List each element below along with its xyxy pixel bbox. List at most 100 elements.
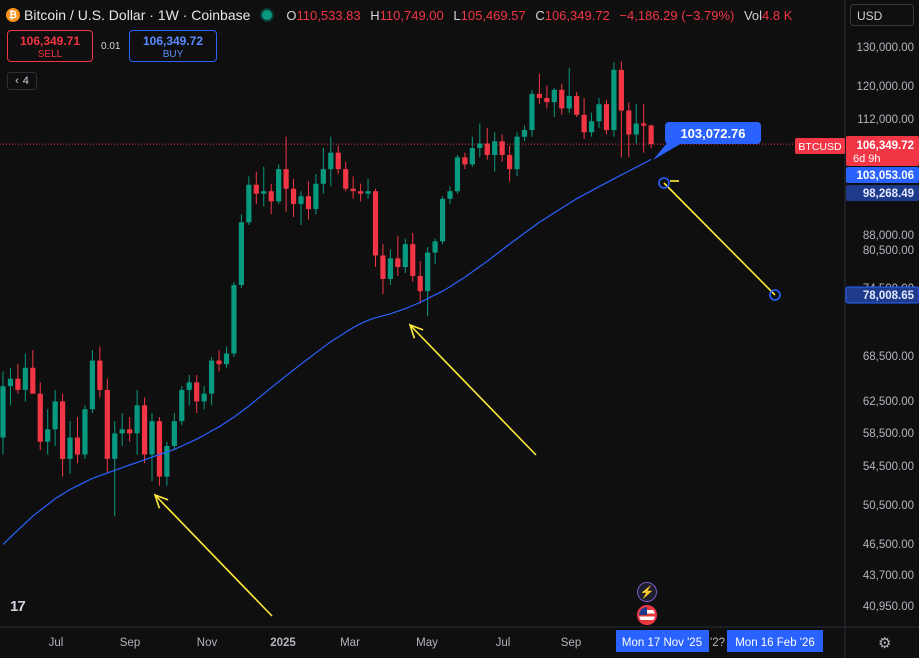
last-price-tag-bg — [846, 136, 919, 166]
price-tick-label: 120,000.00 — [856, 81, 914, 93]
candle-body — [559, 89, 565, 109]
time-tick-hidden: '2? — [710, 637, 725, 649]
tradingview-logo[interactable]: 17 — [10, 598, 26, 615]
candle-body — [268, 191, 274, 202]
open-key: O — [286, 7, 297, 23]
price-tick-label: 62,500.00 — [863, 396, 914, 408]
candle-body — [499, 141, 505, 155]
line-value-tag-2-border — [845, 286, 919, 304]
indicators-toggle-button[interactable]: ‹ 4 — [7, 72, 37, 90]
candle-body — [588, 121, 595, 133]
time-tick-label: Nov — [197, 637, 218, 649]
candle-body — [216, 360, 222, 365]
candle-body — [574, 95, 580, 115]
candle-body — [7, 378, 14, 387]
candle-body — [298, 196, 304, 204]
candle-body — [164, 445, 170, 477]
candle-body — [305, 196, 312, 210]
candle-body — [439, 198, 446, 242]
candle-body — [425, 252, 431, 292]
candle-body — [372, 191, 379, 256]
lightning-icon[interactable]: ⚡ — [637, 582, 657, 602]
us-flag-icon[interactable] — [637, 605, 657, 625]
candle-body — [566, 95, 572, 109]
candle-body — [358, 191, 364, 194]
sell-price: 106,349.71 — [19, 34, 81, 48]
candle-body — [89, 360, 95, 410]
candle-body — [611, 69, 617, 131]
price-tick-label: 40,950.00 — [863, 601, 914, 613]
candle-body — [127, 429, 133, 434]
volume-key: Vol — [743, 7, 763, 23]
settings-gear-icon[interactable]: ⚙ — [878, 635, 892, 652]
low-key: L — [453, 7, 461, 23]
candle-body — [276, 169, 282, 202]
sell-button[interactable]: 106,349.71 SELL — [7, 30, 93, 62]
time-tick-label: Mar — [340, 637, 360, 649]
symbol-title[interactable]: Bitcoin / U.S. Dollar · 1W · Coinbase — [24, 7, 251, 23]
candle-body — [335, 152, 341, 170]
candle-body — [112, 433, 118, 459]
line-value-tag-2-bg — [846, 287, 919, 303]
buy-button[interactable]: 106,349.72 BUY — [129, 30, 217, 62]
candle-body — [186, 382, 192, 390]
ohlc-values: O110,533.83 H110,749.00 L105,469.57 C106… — [280, 8, 792, 23]
candle-body — [253, 184, 259, 194]
price-tick-label: 46,500.00 — [863, 539, 914, 551]
candle-body — [328, 152, 334, 170]
candle-body — [343, 169, 349, 189]
annotation-arrow — [154, 494, 273, 617]
candle-body — [134, 405, 140, 434]
ma-value-tag: 103,053.06 — [856, 170, 914, 182]
low-value: 105,469.57 — [460, 7, 526, 23]
ma-value-tag-bg — [846, 167, 919, 183]
candle-body — [417, 275, 423, 292]
time-cursor-2-bg — [727, 630, 823, 652]
currency-select[interactable]: USD — [850, 4, 914, 26]
candle-body — [141, 405, 148, 455]
close-value: 106,349.72 — [544, 7, 610, 23]
candle-body — [201, 393, 207, 402]
symbol-tag-bg — [795, 138, 845, 154]
symbol-tag: BTCUSD — [798, 141, 842, 153]
spread-value: 0.01 — [101, 41, 121, 52]
price-tick-label: 80,500.00 — [863, 245, 914, 257]
candle-body — [0, 386, 6, 438]
time-tick-label: 2025 — [270, 637, 296, 649]
candle-body — [626, 110, 632, 135]
high-value: 110,749.00 — [379, 7, 444, 23]
candle-body — [30, 367, 36, 394]
plot-label-badge[interactable]: 103,072.76 — [665, 122, 761, 144]
last-price-tag: 106,349.72 — [856, 140, 914, 152]
price-tick-label: 50,500.00 — [863, 500, 914, 512]
candle-body — [641, 123, 647, 126]
annotation-arrow — [409, 324, 537, 456]
candle-body — [22, 367, 28, 390]
close-key: C — [535, 7, 545, 23]
candle-body — [209, 360, 215, 394]
trend-handle-start — [658, 177, 670, 189]
candle-body — [171, 421, 177, 446]
candle-body — [402, 244, 408, 268]
chart-header: ₿ Bitcoin / U.S. Dollar · 1W · Coinbase … — [6, 5, 792, 25]
candle-body — [290, 188, 297, 204]
high-key: H — [370, 7, 380, 23]
candle-body — [67, 437, 73, 459]
candle-body — [194, 382, 200, 402]
market-status-icon[interactable] — [262, 10, 273, 20]
price-axis-bg — [845, 0, 919, 658]
candle-body — [313, 183, 319, 210]
time-cursor-1-bg — [616, 630, 709, 652]
candle-body — [52, 401, 58, 430]
candle-body — [507, 154, 513, 170]
candle-body — [82, 409, 88, 455]
candle-body — [581, 114, 587, 133]
candle-body — [37, 393, 43, 442]
candles-group — [0, 61, 654, 517]
change-value: −4,186.29 (−3.79%) — [619, 7, 735, 23]
buy-label: BUY — [162, 49, 184, 60]
candle-body — [477, 143, 483, 149]
bitcoin-logo: ₿ — [6, 8, 20, 22]
price-tick-label: 54,500.00 — [863, 461, 914, 473]
